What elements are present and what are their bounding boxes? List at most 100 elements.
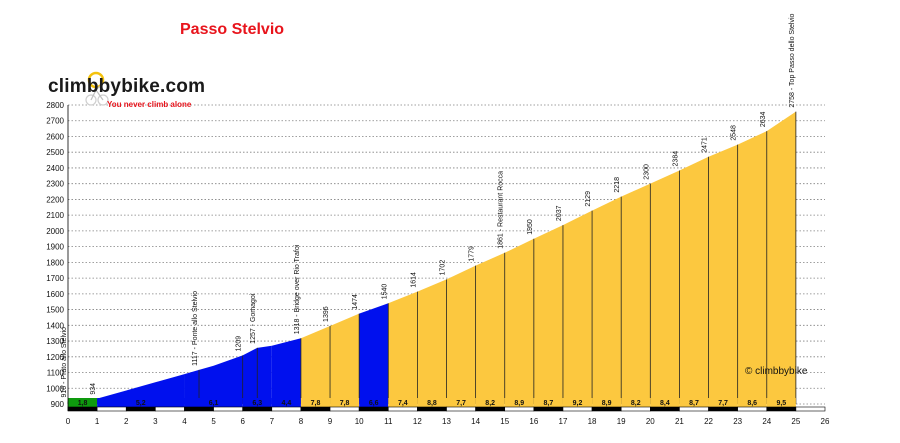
km-bar (67, 406, 98, 412)
marker-label: 2037 (556, 205, 563, 221)
gradient-label: 8,9 (602, 400, 612, 407)
x-tick-label: 11 (384, 417, 393, 426)
gradient-box (533, 398, 563, 407)
marker-label: 2548 (731, 125, 738, 141)
gradient-label: 7,8 (340, 400, 350, 407)
marker-label: 2384 (672, 151, 679, 167)
marker-label: 2758 - Top Passo dello Stelvio (789, 13, 796, 107)
profile-segment (475, 252, 505, 404)
km-bar (766, 406, 797, 412)
y-tick-label: 1500 (46, 306, 64, 315)
gradient-label: 6,3 (252, 400, 262, 407)
x-tick-label: 24 (762, 417, 771, 426)
gradient-label: 4,4 (281, 400, 291, 407)
profile-segment (300, 325, 331, 404)
gradient-box (359, 398, 389, 407)
gradient-box (330, 398, 360, 407)
gradient-box (708, 398, 738, 407)
marker-label: 1614 (410, 272, 417, 288)
gradient-box (766, 398, 796, 407)
gradient-label: 6,1 (209, 400, 219, 407)
y-tick-label: 1400 (46, 321, 64, 330)
x-tick-label: 10 (355, 417, 364, 426)
x-tick-label: 13 (442, 417, 451, 426)
km-bar (620, 406, 651, 412)
profile-segment (766, 111, 796, 405)
km-bar (184, 406, 214, 412)
marker-label: 1950 (527, 219, 534, 235)
marker-label: 1861 - Restaurant Rocca (498, 171, 505, 249)
marker-label: 2129 (585, 191, 592, 207)
marker-label: 1779 (469, 246, 476, 262)
y-tick-label: 900 (51, 400, 65, 409)
profile-segment (650, 170, 680, 404)
gradient-box (592, 398, 622, 407)
gradient-box (388, 398, 418, 407)
x-tick-label: 12 (413, 417, 422, 426)
y-tick-label: 1900 (46, 243, 64, 252)
x-tick-label: 9 (328, 417, 333, 426)
gradient-box (184, 398, 243, 407)
gradient-box (242, 398, 272, 407)
gradient-label: 8,8 (427, 400, 437, 407)
marker-label: 1702 (440, 260, 447, 276)
profile-segment (679, 156, 709, 404)
km-bar (708, 406, 738, 412)
km-bar (242, 406, 273, 412)
gradient-label: 7,7 (456, 400, 466, 407)
x-tick-label: 17 (559, 417, 568, 426)
y-tick-label: 2800 (46, 101, 64, 110)
x-tick-label: 23 (733, 417, 742, 426)
marker-label: 934 (90, 383, 97, 395)
x-tick-label: 20 (646, 417, 655, 426)
x-tick-label: 21 (675, 417, 684, 426)
km-bar (300, 406, 331, 412)
site-logo[interactable]: climbbybike.com (48, 76, 206, 97)
marker-label: 2300 (643, 164, 650, 180)
km-bar (737, 406, 768, 412)
profile-segment (446, 265, 476, 404)
x-tick-label: 15 (500, 417, 509, 426)
marker-label: 1318 - Bridge over Rio Trafoi (294, 244, 301, 334)
gradient-label: 7,7 (718, 400, 728, 407)
profile-segment (388, 291, 418, 404)
gradient-box (271, 398, 301, 407)
x-tick-label: 2 (124, 417, 129, 426)
km-bar (213, 406, 243, 412)
km-bar (562, 406, 593, 412)
km-bar (533, 406, 564, 412)
profile-segment (737, 131, 767, 404)
x-tick-label: 1 (95, 417, 100, 426)
profile-segment (504, 238, 534, 404)
y-tick-label: 2400 (46, 164, 64, 173)
km-bar (650, 406, 680, 412)
gradient-label: 6,6 (369, 400, 379, 407)
km-bar (591, 406, 622, 412)
marker-label: 2471 (702, 137, 709, 153)
km-bar (446, 406, 476, 412)
gradient-box (417, 398, 447, 407)
gradient-label: 9,5 (776, 400, 786, 407)
y-tick-label: 1200 (46, 353, 64, 362)
y-tick-label: 2500 (46, 148, 64, 157)
marker-label: 1474 (352, 294, 359, 310)
y-tick-label: 1800 (46, 258, 64, 267)
km-bar (387, 406, 418, 412)
km-bar (679, 406, 709, 412)
profile-segment (562, 210, 593, 404)
profile-segment (533, 225, 563, 404)
y-tick-label: 2000 (46, 227, 64, 236)
x-tick-label: 5 (211, 417, 216, 426)
x-tick-label: 25 (791, 417, 800, 426)
marker-label: 1396 (323, 306, 330, 322)
profile-segment (592, 196, 622, 404)
gradient-box (97, 398, 185, 407)
gradient-label: 8,9 (514, 400, 524, 407)
gradient-box (446, 398, 476, 407)
km-bar (504, 406, 535, 412)
gradient-box (737, 398, 767, 407)
gradient-label: 5,2 (136, 400, 146, 407)
gradient-box (679, 398, 709, 407)
y-tick-label: 2600 (46, 132, 64, 141)
y-tick-label: 2200 (46, 195, 64, 204)
